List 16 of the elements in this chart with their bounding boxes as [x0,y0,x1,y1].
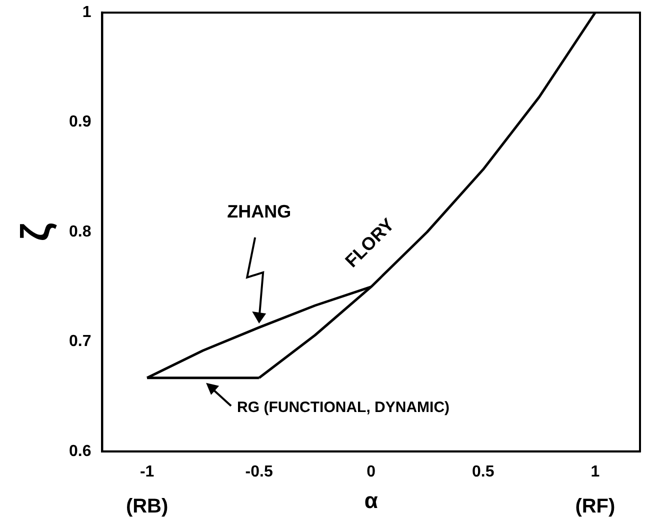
y-tick-label: 0.7 [68,333,92,350]
y-tick-label: 0.8 [68,223,92,240]
text: (RB) [126,496,168,518]
series-label: RG (FUNCTIONAL, DYNAMIC) [237,399,450,416]
x-tick-label: -1 [140,463,154,480]
y-tick-label: 0.9 [68,114,92,131]
y-tick-label: 1 [82,4,92,22]
text: (RF) [575,496,616,518]
y-axis-title: ζ [14,222,58,242]
x-tick-label: 0 [366,463,376,480]
text: ZHANG [227,201,292,222]
x-tick-label: 0.5 [472,463,494,480]
x-axis-title: α [364,488,378,513]
x-tick-label: 1 [590,463,600,480]
y-tick-label: 0.6 [68,442,92,460]
x-tick-label: -0.5 [245,463,273,480]
